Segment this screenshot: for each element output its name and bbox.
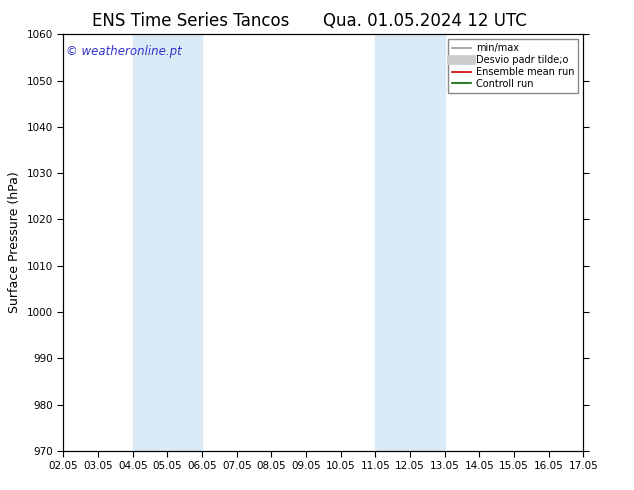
Text: ENS Time Series Tancos: ENS Time Series Tancos (91, 12, 289, 30)
Legend: min/max, Desvio padr tilde;o, Ensemble mean run, Controll run: min/max, Desvio padr tilde;o, Ensemble m… (448, 39, 578, 93)
Text: © weatheronline.pt: © weatheronline.pt (66, 45, 182, 58)
Bar (375, 34, 444, 451)
Y-axis label: Surface Pressure (hPa): Surface Pressure (hPa) (8, 172, 21, 314)
Bar (133, 34, 202, 451)
Text: Qua. 01.05.2024 12 UTC: Qua. 01.05.2024 12 UTC (323, 12, 527, 30)
